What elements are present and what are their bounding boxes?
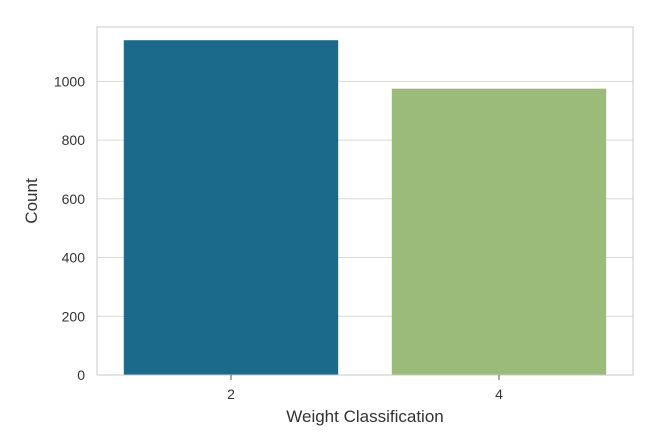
x-tick-label: 4 bbox=[495, 386, 503, 402]
y-tick-label: 1000 bbox=[54, 73, 85, 89]
y-tick-labels: 0 200 400 600 800 1000 bbox=[54, 73, 85, 383]
bar-2 bbox=[123, 40, 339, 376]
bar-4 bbox=[391, 88, 607, 375]
x-tick-label: 2 bbox=[227, 386, 235, 402]
plot-frame bbox=[96, 26, 634, 376]
y-tick-label: 400 bbox=[62, 250, 86, 266]
y-tick-label: 600 bbox=[62, 191, 86, 207]
y-tick-label: 0 bbox=[77, 367, 85, 383]
x-axis-title: Weight Classification bbox=[286, 407, 443, 426]
y-axis-title: Count bbox=[22, 178, 41, 224]
bars bbox=[123, 40, 607, 376]
y-tick-label: 200 bbox=[62, 308, 86, 324]
y-tick-label: 800 bbox=[62, 132, 86, 148]
